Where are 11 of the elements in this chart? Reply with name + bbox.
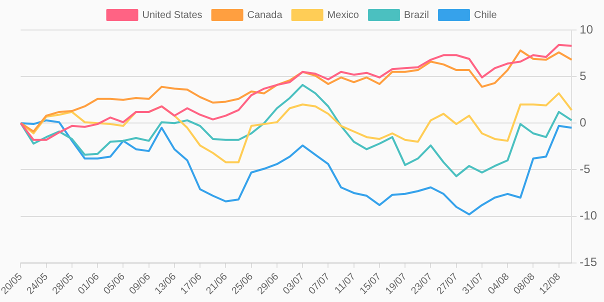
legend-label: United States — [142, 10, 202, 21]
y-tick-label: -10 — [580, 208, 598, 223]
y-tick-label: 0 — [580, 115, 587, 130]
legend-label: Mexico — [327, 10, 360, 21]
y-tick-label: 10 — [580, 22, 594, 36]
y-tick-label: -5 — [580, 162, 591, 176]
legend-label: Brazil — [404, 10, 429, 21]
legend-label: Chile — [474, 10, 498, 21]
y-tick-label: -15 — [580, 255, 598, 270]
legend-label: Canada — [247, 10, 283, 21]
y-tick-label: 5 — [580, 68, 587, 83]
